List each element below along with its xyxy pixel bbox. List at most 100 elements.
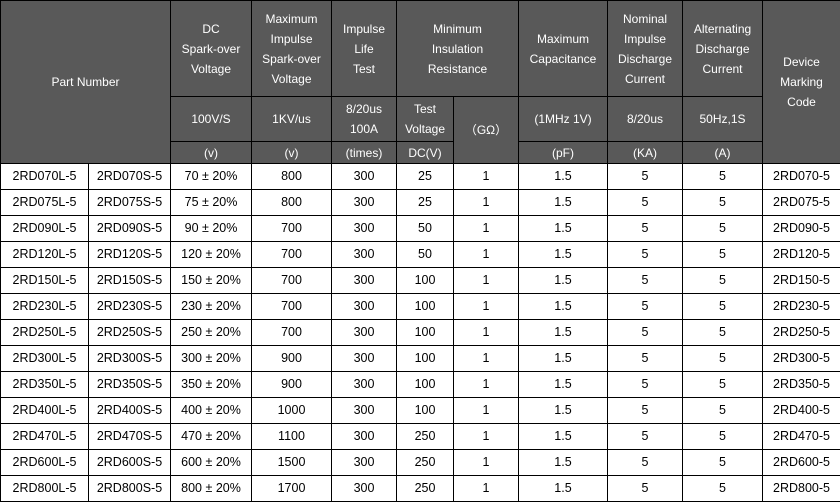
- condition-test-voltage: Test Voltage: [396, 96, 454, 142]
- impulse-life-test: 300: [331, 267, 397, 294]
- impulse-life-test: 300: [331, 449, 397, 476]
- impulse-life-test: 300: [331, 345, 397, 372]
- part-number-l: 2RD075L-5: [0, 189, 89, 216]
- condition-max-capacitance: (1MHz 1V): [518, 96, 608, 142]
- unit-impulse-life: (times): [331, 141, 397, 164]
- insulation-resistance: 1: [453, 189, 519, 216]
- device-marking-code: 2RD400-5: [762, 397, 840, 424]
- table-row: 2RD350L-5 2RD350S-5 350 ± 20% 900 300 100 1 1.5…: [0, 371, 840, 398]
- insulation-resistance: 1: [453, 449, 519, 476]
- header-row-units: (v) (v) (times) DC(V) (pF) (KA) (A): [1, 141, 840, 164]
- insulation-test-voltage: 250: [396, 423, 454, 450]
- unit-test-voltage: DC(V): [396, 141, 454, 164]
- part-number-s: 2RD075S-5: [88, 189, 171, 216]
- part-number-l: 2RD470L-5: [0, 423, 89, 450]
- part-number-l: 2RD350L-5: [0, 371, 89, 398]
- impulse-life-test: 300: [331, 189, 397, 216]
- nominal-impulse-discharge-current: 5: [607, 345, 683, 372]
- table-row: 2RD250L-5 2RD250S-5 250 ± 20% 700 300 100 1 1.5…: [0, 319, 840, 346]
- col-header-part-number: Part Number: [0, 0, 171, 164]
- part-number-l: 2RD070L-5: [0, 163, 89, 190]
- max-capacitance: 1.5: [518, 371, 608, 398]
- part-number-l: 2RD300L-5: [0, 345, 89, 372]
- table-row: 2RD400L-5 2RD400S-5 400 ± 20% 1000 300 100 1 1.…: [0, 397, 840, 424]
- part-number-s: 2RD070S-5: [88, 163, 171, 190]
- insulation-test-voltage: 25: [396, 189, 454, 216]
- max-capacitance: 1.5: [518, 241, 608, 268]
- table-row: 2RD120L-5 2RD120S-5 120 ± 20% 700 300 50 1 1.5 5…: [0, 241, 840, 268]
- nominal-impulse-discharge-current: 5: [607, 397, 683, 424]
- alternating-discharge-current: 5: [682, 475, 763, 502]
- max-impulse-spark-over-voltage: 800: [251, 189, 332, 216]
- condition-max-impulse: 1KV/us: [251, 96, 332, 142]
- insulation-test-voltage: 100: [396, 345, 454, 372]
- table-row: 2RD075L-5 2RD075S-5 75 ± 20% 800 300 25 1 1.5 5 5…: [0, 189, 840, 216]
- insulation-resistance: 1: [453, 345, 519, 372]
- max-impulse-spark-over-voltage: 700: [251, 267, 332, 294]
- insulation-resistance: 1: [453, 423, 519, 450]
- part-number-s: 2RD350S-5: [88, 371, 171, 398]
- insulation-test-voltage: 100: [396, 397, 454, 424]
- insulation-test-voltage: 25: [396, 163, 454, 190]
- max-capacitance: 1.5: [518, 475, 608, 502]
- dc-spark-over-voltage: 75 ± 20%: [170, 189, 252, 216]
- condition-alternating: 50Hz,1S: [682, 96, 763, 142]
- col-header-dc-spark-over-voltage: DC Spark-over Voltage: [170, 0, 252, 97]
- table-row: 2RD800L-5 2RD800S-5 800 ± 20% 1700 300 250 1 1.…: [0, 475, 840, 502]
- max-capacitance: 1.5: [518, 293, 608, 320]
- insulation-test-voltage: 50: [396, 241, 454, 268]
- header-row-titles: Part Number DC Spark-over Voltage Maximu…: [0, 0, 840, 164]
- nominal-impulse-discharge-current: 5: [607, 189, 683, 216]
- dc-spark-over-voltage: 250 ± 20%: [170, 319, 252, 346]
- table-header: Part Number DC Spark-over Voltage Maximu…: [0, 0, 840, 164]
- col-header-max-impulse-spark-over-voltage: Maximum Impulse Spark-over Voltage: [251, 0, 332, 97]
- dc-spark-over-voltage: 470 ± 20%: [170, 423, 252, 450]
- part-number-s: 2RD090S-5: [88, 215, 171, 242]
- table-row: 2RD070L-5 2RD070S-5 70 ± 20% 800 300 25 1 1.5 5 5…: [0, 163, 840, 190]
- insulation-resistance: 1: [453, 267, 519, 294]
- insulation-resistance: 1: [453, 215, 519, 242]
- unit-nominal-impulse: (KA): [607, 141, 683, 164]
- alternating-discharge-current: 5: [682, 215, 763, 242]
- impulse-life-test: 300: [331, 293, 397, 320]
- part-number-l: 2RD800L-5: [0, 475, 89, 502]
- insulation-test-voltage: 50: [396, 215, 454, 242]
- alternating-discharge-current: 5: [682, 163, 763, 190]
- dc-spark-over-voltage: 300 ± 20%: [170, 345, 252, 372]
- part-number-l: 2RD250L-5: [0, 319, 89, 346]
- alternating-discharge-current: 5: [682, 345, 763, 372]
- max-impulse-spark-over-voltage: 700: [251, 319, 332, 346]
- impulse-life-test: 300: [331, 215, 397, 242]
- alternating-discharge-current: 5: [682, 449, 763, 476]
- part-number-s: 2RD120S-5: [88, 241, 171, 268]
- unit-dc-spark: (v): [170, 141, 252, 164]
- insulation-resistance: 1: [453, 163, 519, 190]
- nominal-impulse-discharge-current: 5: [607, 215, 683, 242]
- table-row: 2RD090L-5 2RD090S-5 90 ± 20% 700 300 50 1 1.5 5 5…: [0, 215, 840, 242]
- max-impulse-spark-over-voltage: 1100: [251, 423, 332, 450]
- dc-spark-over-voltage: 230 ± 20%: [170, 293, 252, 320]
- impulse-life-test: 300: [331, 163, 397, 190]
- part-number-s: 2RD470S-5: [88, 423, 171, 450]
- max-impulse-spark-over-voltage: 700: [251, 215, 332, 242]
- max-impulse-spark-over-voltage: 1000: [251, 397, 332, 424]
- dc-spark-over-voltage: 400 ± 20%: [170, 397, 252, 424]
- insulation-resistance: 1: [453, 475, 519, 502]
- device-marking-code: 2RD075-5: [762, 189, 840, 216]
- max-capacitance: 1.5: [518, 319, 608, 346]
- alternating-discharge-current: 5: [682, 241, 763, 268]
- col-header-min-insulation-resistance: Minimum Insulation Resistance: [396, 0, 519, 97]
- alternating-discharge-current: 5: [682, 293, 763, 320]
- device-marking-code: 2RD300-5: [762, 345, 840, 372]
- dc-spark-over-voltage: 600 ± 20%: [170, 449, 252, 476]
- max-capacitance: 1.5: [518, 397, 608, 424]
- part-number-s: 2RD800S-5: [88, 475, 171, 502]
- part-number-s: 2RD250S-5: [88, 319, 171, 346]
- insulation-test-voltage: 100: [396, 293, 454, 320]
- insulation-test-voltage: 100: [396, 371, 454, 398]
- dc-spark-over-voltage: 70 ± 20%: [170, 163, 252, 190]
- max-capacitance: 1.5: [518, 189, 608, 216]
- nominal-impulse-discharge-current: 5: [607, 449, 683, 476]
- max-capacitance: 1.5: [518, 423, 608, 450]
- device-marking-code: 2RD070-5: [762, 163, 840, 190]
